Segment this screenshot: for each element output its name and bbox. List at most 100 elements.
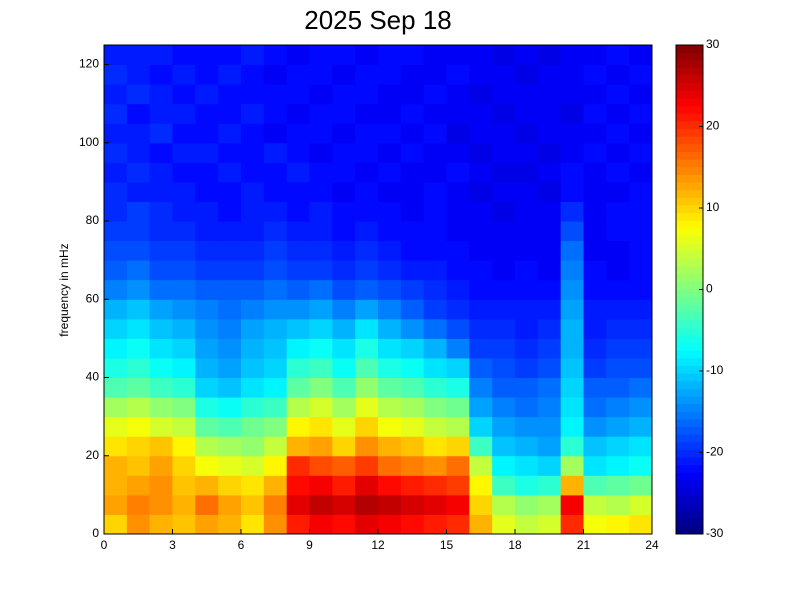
heatmap-cell [515, 142, 539, 163]
heatmap-cell [515, 103, 539, 124]
heatmap-cell [195, 338, 219, 359]
heatmap-cell [195, 436, 219, 457]
heatmap-cell [172, 514, 196, 535]
heatmap-cell [355, 475, 379, 496]
heatmap-cell [263, 338, 288, 359]
heatmap-cell [104, 338, 128, 359]
heatmap-cell [606, 64, 630, 85]
colorbar-segment [676, 404, 703, 413]
heatmap-cell [172, 397, 196, 418]
colorbar-segment [676, 129, 703, 138]
heatmap-cell [400, 221, 425, 242]
heatmap-cell [583, 318, 607, 339]
heatmap-cell [332, 416, 356, 437]
heatmap-cell [515, 514, 539, 535]
heatmap-cell [400, 318, 425, 339]
heatmap-cell [355, 45, 379, 66]
heatmap-cell [126, 84, 151, 105]
heatmap-cell [263, 299, 288, 320]
heatmap-cell [515, 201, 539, 222]
heatmap-cell [606, 45, 630, 66]
heatmap-cell [104, 318, 128, 339]
x-tick-label: 6 [238, 538, 245, 552]
heatmap-cell [560, 279, 584, 300]
heatmap-cell [309, 64, 333, 85]
heatmap-cell [355, 221, 379, 242]
heatmap-cell [423, 103, 447, 124]
heatmap-cell [104, 377, 128, 398]
heatmap-cell [218, 416, 242, 437]
heatmap-cell [241, 318, 265, 339]
colorbar-segment [676, 480, 703, 489]
heatmap-cell [309, 103, 333, 124]
heatmap-cell [104, 260, 128, 281]
heatmap-cell [263, 221, 288, 242]
heatmap-cell [286, 260, 310, 281]
heatmap-cell [583, 397, 607, 418]
heatmap-cell [104, 455, 128, 476]
heatmap-cell [241, 279, 265, 300]
heatmap-cell [537, 494, 562, 515]
heatmap-cell [218, 397, 242, 418]
heatmap-cell [400, 64, 425, 85]
y-tick-label: 120 [79, 57, 99, 71]
heatmap-cell [469, 201, 493, 222]
heatmap-cell [583, 103, 607, 124]
colorbar-segment [676, 289, 703, 298]
heatmap-cell [469, 494, 493, 515]
heatmap-cell [332, 514, 356, 535]
heatmap-cell [172, 181, 196, 202]
heatmap-cell [560, 416, 584, 437]
heatmap-cell [515, 279, 539, 300]
heatmap-cell [149, 416, 173, 437]
heatmap-cell [355, 318, 379, 339]
heatmap-cell [218, 123, 242, 144]
heatmap-cell [126, 299, 151, 320]
heatmap-cell [606, 397, 630, 418]
heatmap-cell [126, 162, 151, 183]
heatmap-cell [606, 142, 630, 163]
heatmap-cell [629, 64, 653, 85]
heatmap-cell [286, 162, 310, 183]
heatmap-cell [126, 494, 151, 515]
colorbar-segment [676, 190, 703, 199]
heatmap-cell [332, 123, 356, 144]
heatmap-cell [172, 123, 196, 144]
heatmap-cell [126, 221, 151, 242]
colorbar-segment [676, 320, 703, 329]
heatmap-cell [172, 455, 196, 476]
heatmap-cell [446, 279, 470, 300]
heatmap-cell [286, 240, 310, 261]
heatmap-cell [629, 475, 653, 496]
heatmap-cell [286, 279, 310, 300]
heatmap-cell [446, 181, 470, 202]
heatmap-cell [195, 318, 219, 339]
heatmap-cell [263, 436, 288, 457]
heatmap-cell [149, 494, 173, 515]
heatmap-cell [583, 181, 607, 202]
heatmap-cell [332, 455, 356, 476]
heatmap-cell [423, 162, 447, 183]
heatmap-cell [332, 84, 356, 105]
heatmap-cell [263, 377, 288, 398]
heatmap-cell [378, 240, 402, 261]
heatmap-cell [241, 299, 265, 320]
heatmap-cell [149, 318, 173, 339]
heatmap-cell [446, 357, 470, 379]
heatmap-cell [492, 357, 516, 379]
heatmap-cell [492, 201, 516, 222]
heatmap-cell [263, 514, 288, 535]
heatmap-cell [309, 279, 333, 300]
heatmap-cell [172, 162, 196, 183]
heatmap-cell [355, 123, 379, 144]
heatmap-cell [583, 201, 607, 222]
colorbar-segment [676, 373, 703, 382]
heatmap-cell [309, 221, 333, 242]
heatmap-cell [149, 455, 173, 476]
heatmap-cell [286, 201, 310, 222]
heatmap-cell [126, 123, 151, 144]
heatmap-cell [126, 260, 151, 281]
heatmap-cell [378, 436, 402, 457]
heatmap-cell [104, 494, 128, 515]
heatmap-cell [423, 377, 447, 398]
